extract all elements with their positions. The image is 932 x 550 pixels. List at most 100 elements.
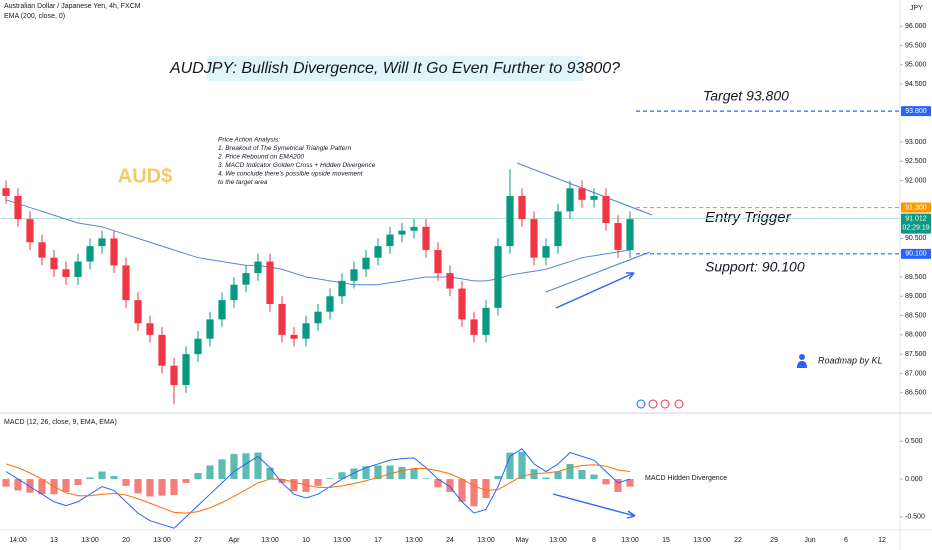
currency: JPY — [910, 5, 923, 12]
candle-body — [434, 249, 442, 274]
triangle-lower — [545, 251, 651, 293]
event-icon[interactable] — [648, 399, 658, 409]
histogram-bar — [146, 479, 154, 497]
x-tick-label: Apr — [229, 537, 241, 544]
histogram-bar — [410, 468, 418, 480]
candle-body — [506, 195, 514, 247]
y-tick-label: 92.000 — [905, 177, 927, 184]
histogram-bar — [494, 476, 502, 480]
histogram-bar — [566, 463, 574, 480]
x-tick-label: 13:00 — [693, 537, 711, 544]
note-line: 4. We conclude there's possible upside m… — [218, 171, 364, 178]
candle-body — [158, 334, 166, 366]
x-tick-label: 20 — [122, 537, 130, 544]
histogram-bar — [482, 479, 490, 498]
histogram-bar — [386, 465, 394, 480]
symbol-header: Australian Dollar / Japanese Yen, 4h, FX… — [4, 3, 141, 10]
arrow-head — [626, 272, 635, 280]
candle-body — [362, 257, 370, 270]
macd-divergence-arrow — [552, 493, 636, 517]
histogram-bar — [518, 451, 526, 480]
candle-body — [422, 226, 430, 250]
y-tick-label: 0.000 — [905, 476, 923, 483]
candle-body — [578, 188, 586, 200]
note-line: 3. MACD Indicator Golden Cross + Hidden … — [218, 162, 376, 169]
person-icon-head — [799, 354, 805, 360]
candle-body — [386, 234, 394, 247]
last-price-label: 91.012 — [905, 215, 927, 222]
price-tag-label: 90.100 — [905, 251, 927, 258]
x-tick-label: 6 — [844, 537, 848, 544]
y-tick-label: 96.000 — [905, 23, 927, 30]
y-tick-label: 94.500 — [905, 81, 927, 88]
x-tick-label: 13:00 — [261, 537, 279, 544]
candle-body — [590, 195, 598, 200]
histogram-bar — [326, 478, 334, 480]
x-tick-label: 8 — [592, 537, 596, 544]
candle-body — [470, 319, 478, 335]
candle-body — [302, 323, 310, 339]
event-icon[interactable] — [636, 399, 646, 409]
candle-body — [2, 188, 10, 196]
price-tag-label: 93.800 — [905, 108, 927, 115]
x-tick-label: 15 — [662, 537, 670, 544]
y-tick-label: 89.500 — [905, 274, 927, 281]
y-tick-label: 92.500 — [905, 158, 927, 165]
candle-body — [446, 273, 454, 289]
candle-body — [398, 230, 406, 235]
y-tick-label: 95.500 — [905, 42, 927, 49]
histogram-bar — [542, 477, 550, 480]
histogram-bar — [182, 479, 190, 483]
x-tick-label: 13:00 — [333, 537, 351, 544]
candle-body — [74, 261, 82, 277]
histogram-bar — [614, 479, 622, 492]
candle-body — [350, 269, 358, 281]
histogram-bar — [398, 466, 406, 480]
x-tick-label: 10 — [302, 537, 310, 544]
candle-body — [98, 238, 106, 247]
x-tick-label: 13:00 — [81, 537, 99, 544]
ema-line — [5, 199, 631, 286]
histogram-bar — [278, 479, 286, 483]
candle-body — [290, 334, 298, 339]
candle-body — [86, 246, 94, 262]
y-tick-label: 93.000 — [905, 139, 927, 146]
candle-body — [38, 242, 46, 258]
candle-body — [242, 273, 250, 285]
histogram-bar — [38, 479, 46, 495]
countdown: 02:29:19 — [902, 224, 929, 231]
x-tick-label: 24 — [446, 537, 454, 544]
x-tick-label: 13:00 — [153, 537, 171, 544]
macd-legend: MACD (12, 26, close, 9, EMA, EMA) — [4, 419, 117, 426]
macd-line — [5, 448, 631, 529]
annotation: Roadmap by KL — [818, 355, 883, 365]
histogram-bar — [2, 479, 10, 487]
annotation: Support: 90.100 — [705, 259, 805, 275]
note-line: 2. Price Rebound on EMA200 — [217, 154, 304, 161]
x-tick-label: Jun — [804, 537, 815, 544]
histogram-bar — [338, 472, 346, 480]
histogram-bar — [458, 479, 466, 502]
histogram-bar — [242, 453, 250, 480]
histogram-bar — [626, 479, 634, 487]
x-tick-label: 12 — [878, 537, 886, 544]
candle-body — [254, 261, 262, 274]
y-tick-label: -0.500 — [905, 514, 925, 521]
histogram-bar — [290, 479, 298, 492]
candle-body — [314, 311, 322, 324]
histogram-bar — [254, 452, 262, 480]
price-tag — [901, 202, 931, 213]
x-tick-label: May — [515, 537, 529, 544]
event-icon[interactable] — [660, 399, 670, 409]
y-tick-label: 89.000 — [905, 293, 927, 300]
histogram-bar — [206, 465, 214, 480]
candle-body — [566, 188, 574, 212]
candle-body — [326, 296, 334, 312]
y-tick-label: 0.500 — [905, 438, 923, 445]
histogram-bar — [122, 479, 130, 486]
event-icon[interactable] — [674, 399, 684, 409]
x-tick-label: 17 — [374, 537, 382, 544]
candle-body — [542, 246, 550, 258]
